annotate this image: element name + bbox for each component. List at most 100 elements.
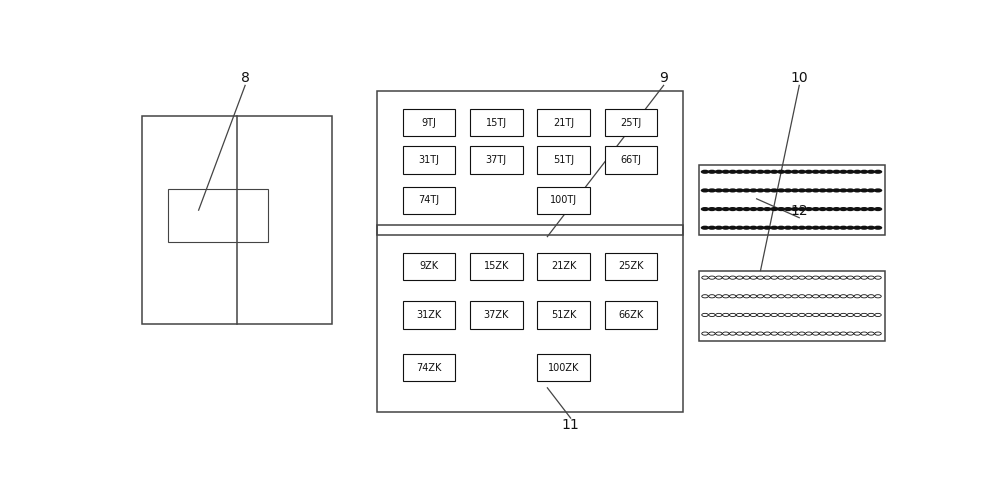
Circle shape (791, 226, 799, 230)
Circle shape (860, 207, 868, 211)
Text: 25TJ: 25TJ (620, 118, 642, 128)
Circle shape (832, 170, 841, 174)
Circle shape (742, 170, 751, 174)
Text: 66TJ: 66TJ (620, 155, 641, 165)
Bar (470, 146, 523, 174)
Bar (377, 91, 683, 235)
Circle shape (825, 226, 834, 230)
Circle shape (728, 207, 737, 211)
Circle shape (708, 170, 716, 174)
Circle shape (839, 170, 848, 174)
Text: 15TJ: 15TJ (486, 118, 507, 128)
Circle shape (701, 170, 709, 174)
Circle shape (805, 189, 813, 192)
Text: 21TJ: 21TJ (553, 118, 574, 128)
Text: 74TJ: 74TJ (418, 195, 439, 205)
Text: 37ZK: 37ZK (484, 310, 509, 320)
Circle shape (749, 170, 758, 174)
Circle shape (832, 189, 841, 192)
Bar (403, 109, 455, 136)
Text: 74ZK: 74ZK (416, 362, 442, 373)
Circle shape (715, 189, 723, 192)
Circle shape (811, 189, 820, 192)
Circle shape (846, 189, 855, 192)
Circle shape (708, 226, 716, 230)
Text: 100ZK: 100ZK (548, 362, 579, 373)
Circle shape (811, 226, 820, 230)
Text: 9TJ: 9TJ (421, 118, 436, 128)
Circle shape (798, 170, 806, 174)
Bar (403, 146, 455, 174)
Circle shape (874, 207, 882, 211)
Text: 12: 12 (790, 204, 808, 218)
Circle shape (832, 207, 841, 211)
Circle shape (742, 189, 751, 192)
Circle shape (735, 170, 744, 174)
Circle shape (756, 226, 765, 230)
Circle shape (770, 170, 778, 174)
Circle shape (798, 207, 806, 211)
Bar (605, 146, 657, 174)
Circle shape (763, 189, 772, 192)
Circle shape (784, 226, 792, 230)
Circle shape (839, 226, 848, 230)
Circle shape (811, 207, 820, 211)
Circle shape (825, 170, 834, 174)
Circle shape (749, 189, 758, 192)
Circle shape (867, 207, 875, 211)
Circle shape (770, 189, 778, 192)
Circle shape (756, 170, 765, 174)
Circle shape (867, 226, 875, 230)
Text: 8: 8 (241, 71, 250, 85)
Bar (377, 225, 683, 412)
Circle shape (742, 207, 751, 211)
Circle shape (825, 189, 834, 192)
Circle shape (867, 170, 875, 174)
Circle shape (756, 207, 765, 211)
Bar (537, 146, 590, 174)
Circle shape (701, 226, 709, 230)
Bar (537, 253, 590, 280)
Bar (537, 109, 590, 136)
Circle shape (839, 207, 848, 211)
Circle shape (715, 207, 723, 211)
Circle shape (777, 170, 785, 174)
Circle shape (770, 207, 778, 211)
Circle shape (701, 207, 709, 211)
Circle shape (811, 170, 820, 174)
Circle shape (749, 226, 758, 230)
Text: 51ZK: 51ZK (551, 310, 576, 320)
Circle shape (853, 226, 861, 230)
Text: 37TJ: 37TJ (486, 155, 507, 165)
Circle shape (756, 189, 765, 192)
Bar (142, 116, 332, 324)
Circle shape (839, 189, 848, 192)
Circle shape (853, 170, 861, 174)
Text: 11: 11 (562, 418, 580, 432)
Circle shape (735, 226, 744, 230)
Circle shape (784, 207, 792, 211)
Circle shape (728, 170, 737, 174)
Circle shape (818, 189, 827, 192)
Bar (403, 354, 455, 381)
Circle shape (742, 226, 751, 230)
Circle shape (798, 189, 806, 192)
Circle shape (805, 170, 813, 174)
Circle shape (777, 226, 785, 230)
Circle shape (708, 189, 716, 192)
Text: 9ZK: 9ZK (419, 261, 438, 272)
Text: 15ZK: 15ZK (484, 261, 509, 272)
Circle shape (735, 207, 744, 211)
Bar (605, 253, 657, 280)
Circle shape (853, 189, 861, 192)
Circle shape (874, 189, 882, 192)
Bar (537, 187, 590, 214)
Circle shape (728, 189, 737, 192)
Circle shape (867, 189, 875, 192)
Circle shape (784, 189, 792, 192)
Circle shape (846, 226, 855, 230)
Bar (698, 271, 885, 341)
Text: 31TJ: 31TJ (418, 155, 439, 165)
Circle shape (722, 189, 730, 192)
Bar (537, 301, 590, 328)
